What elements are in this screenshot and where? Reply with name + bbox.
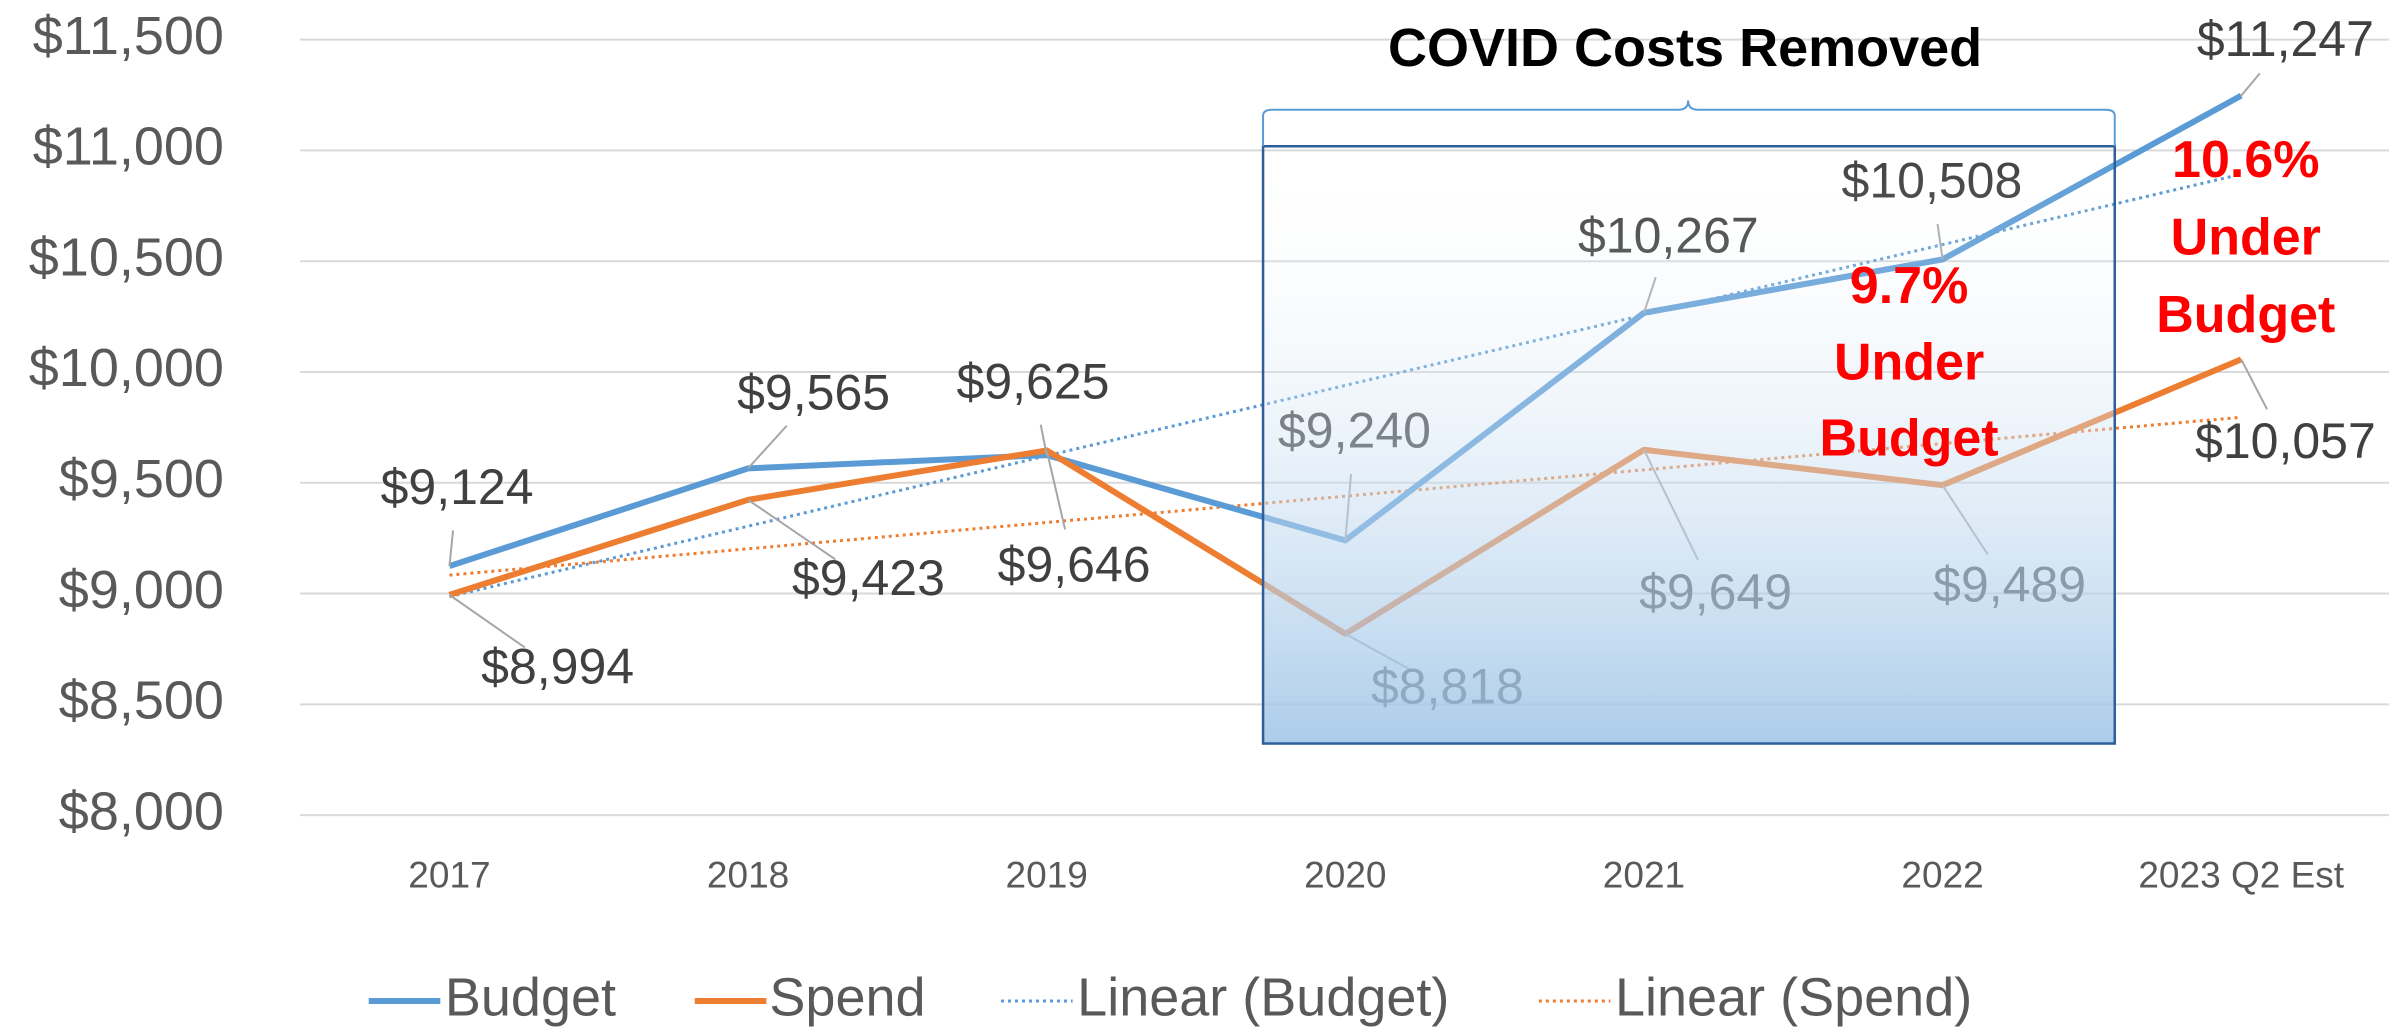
leader-line bbox=[1039, 424, 1048, 456]
data-label: $9,124 bbox=[381, 459, 534, 515]
x-tick-label: 2019 bbox=[1006, 854, 1088, 895]
data-label: $9,646 bbox=[998, 537, 1151, 593]
y-tick-label: $10,500 bbox=[29, 227, 224, 287]
covid-box bbox=[1261, 145, 2117, 745]
x-tick-label: 2017 bbox=[408, 854, 490, 895]
legend-label: Spend bbox=[769, 967, 925, 1027]
data-label: $9,625 bbox=[957, 354, 1110, 410]
annotation-title: COVID Costs Removed bbox=[1388, 18, 1982, 78]
y-tick-label: $9,000 bbox=[59, 560, 224, 620]
annotation: Budget bbox=[1820, 410, 1999, 468]
y-tick-label: $10,000 bbox=[29, 338, 224, 398]
legend-label: Linear (Budget) bbox=[1077, 967, 1449, 1027]
leader-line bbox=[747, 498, 836, 561]
x-tick-label: 2021 bbox=[1603, 854, 1685, 895]
leader-line bbox=[747, 425, 788, 470]
annotation: 10.6% bbox=[2172, 131, 2319, 189]
annotation: Under bbox=[1834, 333, 1984, 391]
data-label: $8,994 bbox=[481, 639, 634, 695]
y-tick-label: $11,000 bbox=[33, 117, 224, 177]
data-label: $9,423 bbox=[792, 550, 945, 606]
y-tick-label: $8,500 bbox=[59, 671, 224, 731]
annotation: 9.7% bbox=[1850, 257, 1969, 315]
y-tick-label: $9,500 bbox=[59, 449, 224, 509]
x-tick-label: 2018 bbox=[707, 854, 789, 895]
legend-label: Budget bbox=[445, 967, 616, 1027]
leader-line bbox=[448, 594, 526, 649]
leader-line bbox=[1045, 450, 1067, 530]
data-label: $9,565 bbox=[737, 364, 890, 420]
brace bbox=[1262, 100, 2116, 147]
leader-line bbox=[448, 530, 455, 567]
x-tick-label: 2020 bbox=[1304, 854, 1386, 895]
annotation: Under bbox=[2171, 208, 2321, 266]
data-label: $10,057 bbox=[2195, 413, 2376, 469]
leader-line bbox=[2240, 358, 2268, 410]
y-tick-label: $11,500 bbox=[33, 6, 224, 66]
legend-label: Linear (Spend) bbox=[1615, 967, 1972, 1027]
y-tick-label: $8,000 bbox=[59, 781, 224, 841]
data-label: $11,247 bbox=[2197, 11, 2374, 67]
annotation: Budget bbox=[2156, 286, 2335, 344]
x-tick-label: 2022 bbox=[1901, 854, 1983, 895]
leader-line bbox=[2240, 72, 2261, 97]
x-tick-label: 2023 Q2 Est bbox=[2138, 854, 2344, 895]
